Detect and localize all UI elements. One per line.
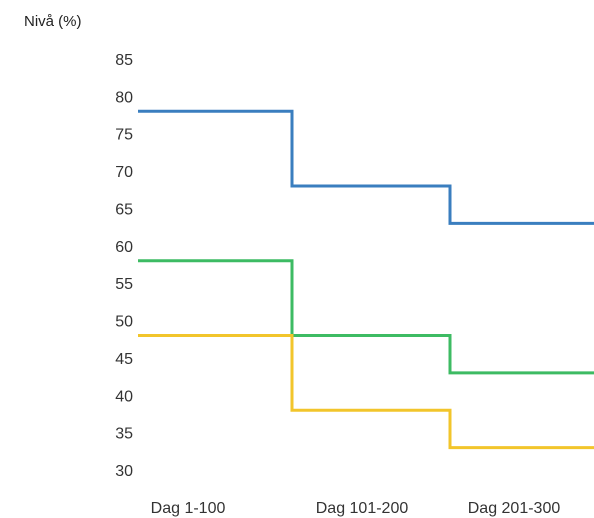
y-tick-label: 40 — [115, 388, 133, 405]
y-tick-label: 35 — [115, 426, 133, 443]
series-group — [138, 109, 594, 450]
y-tick-label: 60 — [115, 239, 133, 256]
y-tick-label: 45 — [115, 351, 133, 368]
y-tick-label: 80 — [115, 89, 133, 106]
series-line-2 — [138, 259, 594, 375]
y-tick-label: 70 — [115, 164, 133, 181]
series-line-1 — [138, 109, 594, 225]
y-axis-label: Nivå (%) — [24, 13, 82, 30]
series-line-3 — [138, 333, 594, 450]
y-tick-label: 30 — [115, 463, 133, 480]
y-tick-label: 55 — [115, 276, 133, 293]
y-tick-label: 75 — [115, 127, 133, 144]
y-tick-label: 65 — [115, 201, 133, 218]
x-tick-labels: Dag 1-100 Dag 101-200 Dag 201-300 — [151, 500, 561, 517]
y-tick-labels: 85 80 75 70 65 60 55 50 45 40 35 30 — [115, 52, 133, 480]
x-category-label: Dag 201-300 — [468, 500, 561, 517]
x-category-label: Dag 101-200 — [316, 500, 409, 517]
y-tick-label: 85 — [115, 52, 133, 69]
y-tick-label: 50 — [115, 314, 133, 331]
x-category-label: Dag 1-100 — [151, 500, 226, 517]
